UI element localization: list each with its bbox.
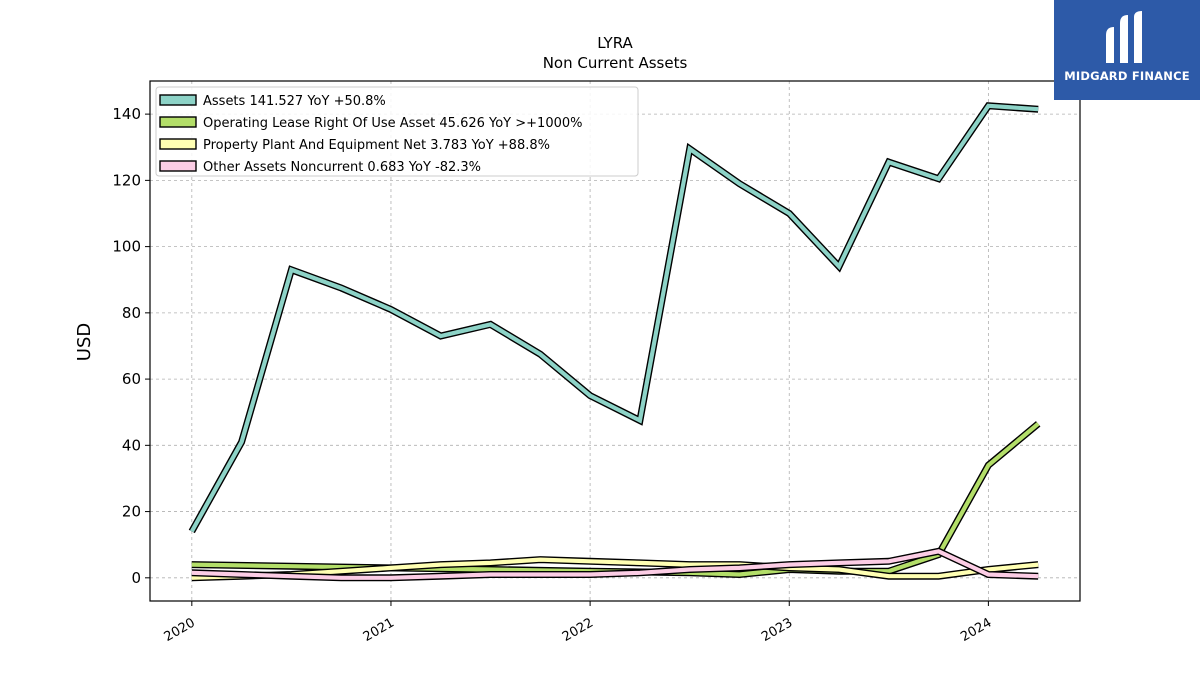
series-line-4 — [191, 547, 1039, 582]
legend-swatch — [159, 160, 197, 172]
legend-swatch — [159, 116, 197, 128]
legend-entry: Assets 141.527 YoY +50.8% — [203, 94, 386, 109]
y-tick-label: 140 — [112, 105, 141, 123]
series-layer — [188, 102, 1041, 582]
x-tick-label: 2020 — [162, 615, 198, 645]
legend-entry: Operating Lease Right Of Use Asset 45.62… — [203, 116, 582, 131]
legend-entry: Other Assets Noncurrent 0.683 YoY -82.3% — [203, 160, 481, 175]
x-tick-label: 2021 — [361, 615, 397, 645]
y-tick-label: 60 — [122, 370, 141, 388]
chart-subtitle: Non Current Assets — [543, 54, 688, 72]
brand-logo: MIDGARD FINANCE — [1054, 0, 1200, 100]
x-tick-label: 2024 — [958, 615, 994, 645]
legend-swatch — [159, 138, 197, 150]
x-tick-label: 2022 — [560, 615, 596, 645]
y-tick-label: 0 — [131, 569, 141, 587]
y-tick-label: 40 — [122, 436, 141, 454]
y-tick-label: 100 — [112, 238, 141, 256]
series-line-3 — [191, 556, 1039, 582]
legend-swatch — [159, 94, 197, 106]
legend-box — [155, 86, 639, 177]
logo-mark-icon — [1106, 11, 1142, 63]
chart-title: LYRA — [597, 34, 633, 52]
y-tick-label: 120 — [112, 171, 141, 189]
legend-entry: Property Plant And Equipment Net 3.783 Y… — [203, 138, 550, 153]
series-line-1 — [188, 102, 1039, 534]
y-tick-label: 80 — [122, 304, 141, 322]
series-line-2 — [191, 421, 1041, 579]
plot-frame — [149, 80, 1081, 602]
y-axis-label: USD — [74, 323, 95, 361]
logo-text: MIDGARD FINANCE — [1064, 69, 1190, 83]
x-tick-label: 2023 — [759, 615, 795, 645]
legend: Assets 141.527 YoY +50.8% Operating Lease… — [155, 86, 639, 177]
y-tick-label: 20 — [122, 503, 141, 521]
